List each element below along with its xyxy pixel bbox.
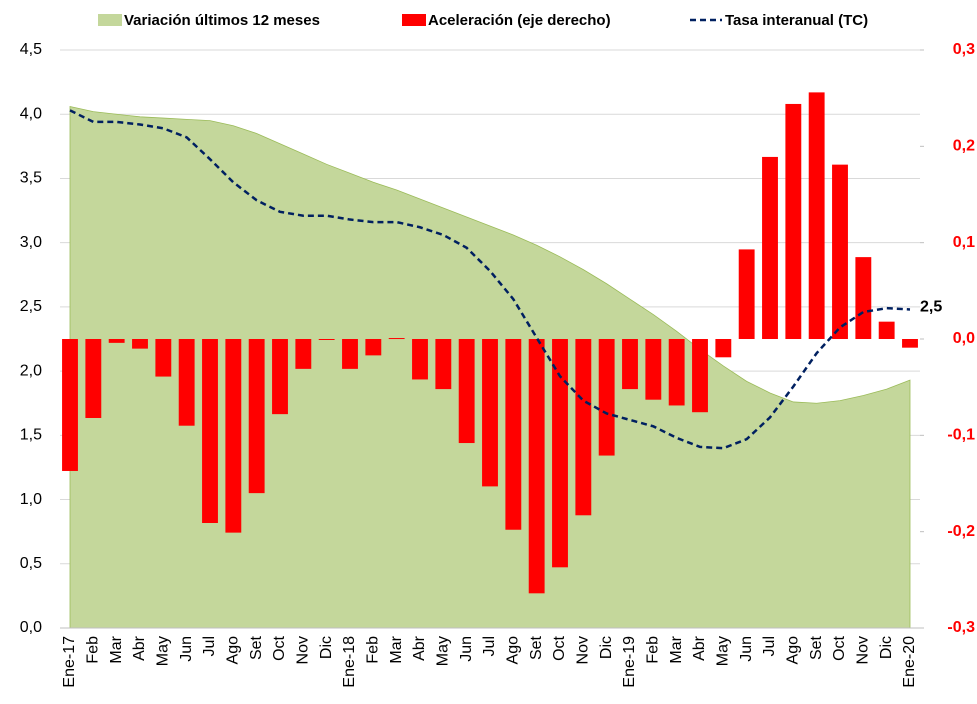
y-tick-label: 3,0: [20, 234, 42, 251]
x-tick-label: Ene-19: [621, 636, 638, 688]
bar: [225, 339, 242, 533]
bar: [715, 339, 732, 358]
x-tick-label: Abr: [691, 635, 708, 661]
x-tick-label: Nov: [295, 636, 312, 664]
y-tick-label: 4,0: [20, 105, 42, 122]
bar: [178, 339, 195, 426]
x-tick-label: Jun: [458, 636, 475, 662]
x-tick-label: Ene-18: [341, 636, 358, 688]
y-tick-label: 0,0: [20, 619, 42, 636]
bar: [85, 339, 102, 418]
bar: [622, 339, 638, 390]
bar: [482, 339, 498, 487]
x-tick-label: Ago: [785, 636, 802, 665]
y2-tick-label: -0,3: [947, 619, 975, 636]
bar: [902, 339, 918, 348]
bar: [412, 339, 428, 380]
bar: [832, 164, 848, 339]
x-tick-label: Abr: [131, 635, 148, 661]
bar: [505, 339, 522, 530]
x-tick-label: Oct: [551, 635, 568, 660]
x-tick-label: Feb: [365, 636, 382, 664]
y2-tick-label: -0,1: [947, 427, 975, 444]
x-tick-label: May: [435, 636, 452, 666]
bar: [248, 339, 265, 494]
bar: [552, 339, 568, 568]
bar: [132, 339, 148, 349]
x-tick-label: May: [715, 636, 732, 666]
x-tick-label: Nov: [855, 636, 872, 664]
x-tick-label: Ene-17: [61, 636, 78, 688]
y2-tick-label: 0,3: [953, 41, 975, 58]
x-tick-label: Mar: [668, 635, 685, 663]
bar: [342, 339, 358, 369]
x-tick-label: Dic: [598, 636, 615, 659]
bar: [388, 338, 405, 340]
legend-label: Tasa interanual (TC): [725, 12, 868, 29]
x-tick-label: Feb: [645, 636, 662, 664]
x-tick-label: Jun: [178, 636, 195, 662]
bar: [295, 339, 312, 369]
x-tick-label: Mar: [388, 635, 405, 663]
x-tick-label: Jul: [761, 636, 778, 656]
x-tick-label: Set: [248, 635, 265, 660]
bar: [108, 339, 125, 343]
y2-tick-label: -0,2: [947, 523, 975, 540]
x-tick-label: Jun: [738, 636, 755, 662]
x-tick-label: Dic: [878, 636, 895, 659]
y2-tick-label: 0,2: [953, 138, 975, 155]
legend-label: Variación últimos 12 meses: [124, 12, 320, 29]
legend-marker: [402, 14, 426, 26]
x-tick-label: Ago: [505, 636, 522, 665]
bar: [575, 339, 592, 516]
bar: [272, 339, 288, 415]
x-tick-label: Oct: [831, 635, 848, 660]
bar: [155, 339, 172, 377]
bar: [202, 339, 218, 523]
bar: [528, 339, 545, 594]
data-label: 2,5: [920, 299, 942, 316]
bar: [738, 249, 755, 339]
x-tick-label: Set: [808, 635, 825, 660]
x-tick-label: Oct: [271, 635, 288, 660]
y2-tick-label: 0,1: [953, 234, 975, 251]
x-tick-label: Dic: [318, 636, 335, 659]
bar: [692, 339, 708, 413]
bar: [878, 321, 895, 339]
x-tick-label: Abr: [411, 635, 428, 661]
y-tick-label: 4,5: [20, 41, 42, 58]
y2-tick-label: 0,0: [953, 330, 975, 347]
x-tick-label: Mar: [108, 635, 125, 663]
x-tick-label: Set: [528, 635, 545, 660]
bar: [365, 339, 382, 356]
x-tick-label: Jul: [481, 636, 498, 656]
y-tick-label: 0,5: [20, 555, 42, 572]
bar: [318, 339, 335, 340]
y-tick-label: 1,5: [20, 427, 42, 444]
x-tick-label: Ago: [225, 636, 242, 665]
bar: [645, 339, 662, 400]
bar: [668, 339, 685, 406]
bar: [458, 339, 475, 444]
x-tick-label: Ene-20: [901, 636, 918, 688]
bar: [785, 103, 802, 340]
x-tick-label: Feb: [85, 636, 102, 664]
line: [69, 109, 911, 450]
x-tick-label: Jul: [201, 636, 218, 656]
y-tick-label: 3,5: [20, 170, 42, 187]
legend-marker: [98, 14, 122, 26]
x-tick-label: Nov: [575, 636, 592, 664]
y-tick-label: 2,5: [20, 298, 42, 315]
bar: [762, 156, 778, 339]
y-tick-label: 1,0: [20, 491, 42, 508]
y-tick-label: 2,0: [20, 362, 42, 379]
bar: [808, 92, 825, 340]
bar: [855, 257, 872, 339]
x-tick-label: May: [155, 636, 172, 666]
bar: [435, 339, 452, 390]
bar: [598, 339, 615, 456]
legend-label: Aceleración (eje derecho): [428, 12, 611, 29]
bar: [62, 339, 78, 471]
